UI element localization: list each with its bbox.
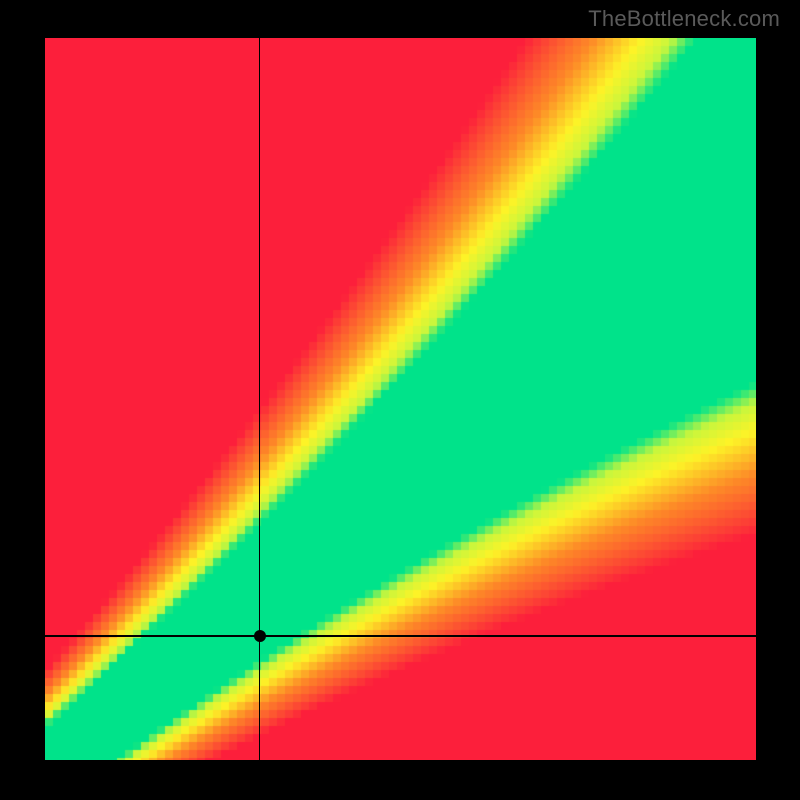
- chart-container: TheBottleneck.com: [0, 0, 800, 800]
- crosshair-vertical: [259, 38, 261, 760]
- data-point-marker: [254, 630, 266, 642]
- plot-area: [45, 38, 756, 760]
- crosshair-horizontal: [45, 635, 756, 637]
- heatmap-canvas: [45, 38, 756, 760]
- watermark-text: TheBottleneck.com: [588, 6, 780, 32]
